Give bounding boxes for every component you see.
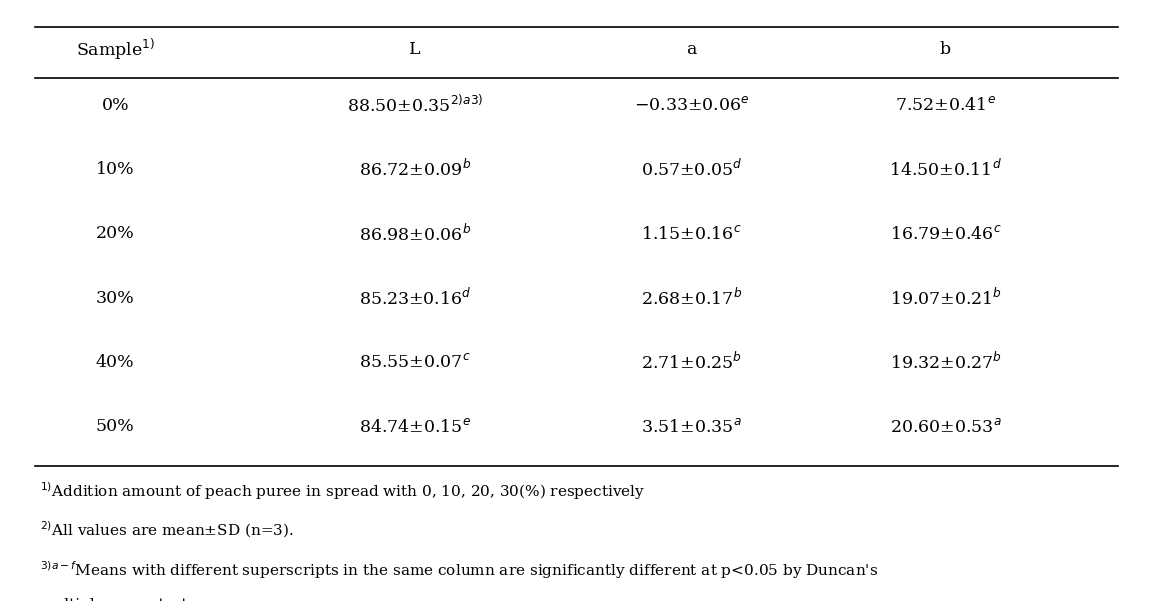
Text: 85.23±0.16$^{d}$: 85.23±0.16$^{d}$: [359, 287, 472, 309]
Text: 19.32±0.27$^{b}$: 19.32±0.27$^{b}$: [890, 352, 1001, 373]
Text: −0.33±0.06$^{e}$: −0.33±0.06$^{e}$: [634, 96, 749, 114]
Text: 0%: 0%: [101, 97, 129, 114]
Text: L: L: [409, 41, 421, 58]
Text: 14.50±0.11$^{d}$: 14.50±0.11$^{d}$: [889, 159, 1002, 180]
Text: 2.71±0.25$^{b}$: 2.71±0.25$^{b}$: [641, 352, 743, 373]
Text: 2.68±0.17$^{b}$: 2.68±0.17$^{b}$: [641, 287, 743, 309]
Text: 50%: 50%: [96, 418, 135, 435]
Text: 88.50±0.35$^{2)a3)}$: 88.50±0.35$^{2)a3)}$: [347, 94, 483, 116]
Text: 86.98±0.06$^{b}$: 86.98±0.06$^{b}$: [359, 223, 472, 245]
Text: 7.52±0.41$^{e}$: 7.52±0.41$^{e}$: [895, 96, 996, 114]
Text: b: b: [940, 41, 951, 58]
Text: 84.74±0.15$^{e}$: 84.74±0.15$^{e}$: [359, 418, 472, 436]
Text: 30%: 30%: [96, 290, 135, 307]
Text: 20.60±0.53$^{a}$: 20.60±0.53$^{a}$: [890, 418, 1001, 436]
Text: $^{2)}$All values are mean±SD (n=3).: $^{2)}$All values are mean±SD (n=3).: [40, 520, 294, 540]
Text: 40%: 40%: [96, 354, 135, 371]
Text: 85.55±0.07$^{c}$: 85.55±0.07$^{c}$: [360, 353, 470, 371]
Text: 10%: 10%: [96, 161, 135, 178]
Text: 3.51±0.35$^{a}$: 3.51±0.35$^{a}$: [641, 418, 743, 436]
Text: multiple range test.: multiple range test.: [40, 598, 193, 601]
Text: Sample$^{1)}$: Sample$^{1)}$: [76, 37, 155, 62]
Text: $^{1)}$Addition amount of peach puree in spread with 0, 10, 20, 30(%) respective: $^{1)}$Addition amount of peach puree in…: [40, 481, 646, 502]
Text: 86.72±0.09$^{b}$: 86.72±0.09$^{b}$: [359, 159, 472, 180]
Text: 0.57±0.05$^{d}$: 0.57±0.05$^{d}$: [641, 159, 743, 180]
Text: 16.79±0.46$^{c}$: 16.79±0.46$^{c}$: [890, 225, 1001, 243]
Text: 1.15±0.16$^{c}$: 1.15±0.16$^{c}$: [641, 225, 743, 243]
Text: a: a: [687, 41, 696, 58]
Text: 20%: 20%: [96, 225, 135, 242]
Text: $^{3)a-f}$Means with different superscripts in the same column are significantly: $^{3)a-f}$Means with different superscri…: [40, 559, 879, 581]
Text: 19.07±0.21$^{b}$: 19.07±0.21$^{b}$: [890, 287, 1001, 309]
